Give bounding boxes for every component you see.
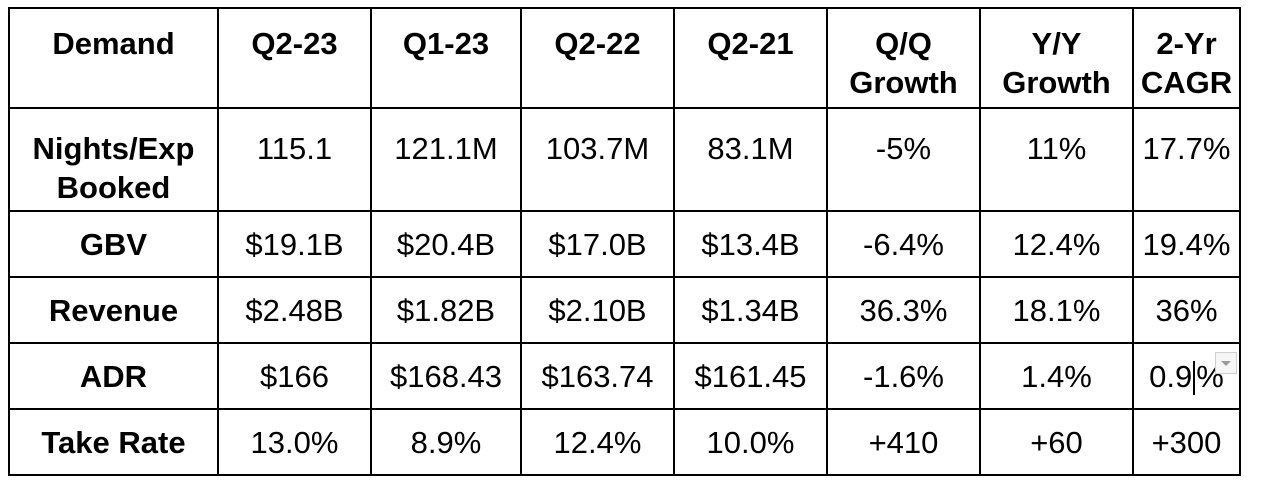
table-row-gbv: GBV $19.1B $20.4B $17.0B $13.4B -6.4% 12…: [8, 210, 1241, 278]
header-cell-yy-growth[interactable]: Y/Y Growth: [979, 7, 1134, 109]
demand-metrics-table: Demand Q2-23 Q1-23 Q2-22 Q2-21 Q/Q Growt…: [8, 7, 1241, 476]
table-cell[interactable]: +300: [1132, 408, 1241, 476]
header-cell-qq-growth[interactable]: Q/Q Growth: [826, 7, 981, 109]
table-cell[interactable]: 10.0%: [673, 408, 828, 476]
table-cell[interactable]: $168.43: [370, 342, 522, 410]
table-cell[interactable]: 17.7%: [1132, 107, 1241, 212]
header-cell-q2-21[interactable]: Q2-21: [673, 7, 828, 109]
table-cell[interactable]: 12.4%: [520, 408, 675, 476]
table-cell[interactable]: +410: [826, 408, 981, 476]
table-cell[interactable]: 19.4%: [1132, 210, 1241, 278]
table-cell[interactable]: $19.1B: [217, 210, 372, 278]
table-cell[interactable]: $17.0B: [520, 210, 675, 278]
header-row: Demand Q2-23 Q1-23 Q2-22 Q2-21 Q/Q Growt…: [8, 7, 1241, 109]
table-cell[interactable]: 8.9%: [370, 408, 522, 476]
table-cell[interactable]: 115.1: [217, 107, 372, 212]
table-row-revenue: Revenue $2.48B $1.82B $2.10B $1.34B 36.3…: [8, 276, 1241, 344]
text-cursor: [1193, 361, 1196, 396]
row-label-adr[interactable]: ADR: [8, 342, 219, 410]
table-row-adr: ADR $166 $168.43 $163.74 $161.45 -1.6% 1…: [8, 342, 1241, 410]
chevron-down-icon[interactable]: [1215, 352, 1237, 374]
table-cell[interactable]: $166: [217, 342, 372, 410]
row-label-take-rate[interactable]: Take Rate: [8, 408, 219, 476]
table-cell[interactable]: $2.10B: [520, 276, 675, 344]
table-cell[interactable]: 18.1%: [979, 276, 1134, 344]
table-cell[interactable]: 13.0%: [217, 408, 372, 476]
table-cell[interactable]: 103.7M: [520, 107, 675, 212]
row-label-gbv[interactable]: GBV: [8, 210, 219, 278]
header-cell-demand[interactable]: Demand: [8, 7, 219, 109]
table-cell[interactable]: $20.4B: [370, 210, 522, 278]
table-cell[interactable]: $163.74: [520, 342, 675, 410]
table-cell[interactable]: -5%: [826, 107, 981, 212]
table-cell[interactable]: 1.4%: [979, 342, 1134, 410]
header-cell-2yr-cagr[interactable]: 2-Yr CAGR: [1132, 7, 1241, 109]
table-cell[interactable]: 12.4%: [979, 210, 1134, 278]
table-cell[interactable]: 121.1M: [370, 107, 522, 212]
table-cell[interactable]: 11%: [979, 107, 1134, 212]
table-row-take-rate: Take Rate 13.0% 8.9% 12.4% 10.0% +410 +6…: [8, 408, 1241, 476]
table-cell[interactable]: $2.48B: [217, 276, 372, 344]
row-label-nights-booked[interactable]: Nights/Exp Booked: [8, 107, 219, 212]
table-cell[interactable]: +60: [979, 408, 1134, 476]
table-cell[interactable]: $1.34B: [673, 276, 828, 344]
table-cell[interactable]: $13.4B: [673, 210, 828, 278]
table-cell[interactable]: 83.1M: [673, 107, 828, 212]
table-cell[interactable]: -6.4%: [826, 210, 981, 278]
selected-cell[interactable]: 0.9%: [1132, 342, 1241, 410]
table-cell[interactable]: -1.6%: [826, 342, 981, 410]
header-cell-q2-22[interactable]: Q2-22: [520, 7, 675, 109]
row-label-revenue[interactable]: Revenue: [8, 276, 219, 344]
table-cell[interactable]: $1.82B: [370, 276, 522, 344]
cell-text-before-cursor: 0.9: [1149, 358, 1193, 394]
table-cell[interactable]: $161.45: [673, 342, 828, 410]
table-cell[interactable]: 36%: [1132, 276, 1241, 344]
table-row-nights-booked: Nights/Exp Booked 115.1 121.1M 103.7M 83…: [8, 107, 1241, 212]
header-cell-q1-23[interactable]: Q1-23: [370, 7, 522, 109]
header-cell-q2-23[interactable]: Q2-23: [217, 7, 372, 109]
table-cell[interactable]: 36.3%: [826, 276, 981, 344]
